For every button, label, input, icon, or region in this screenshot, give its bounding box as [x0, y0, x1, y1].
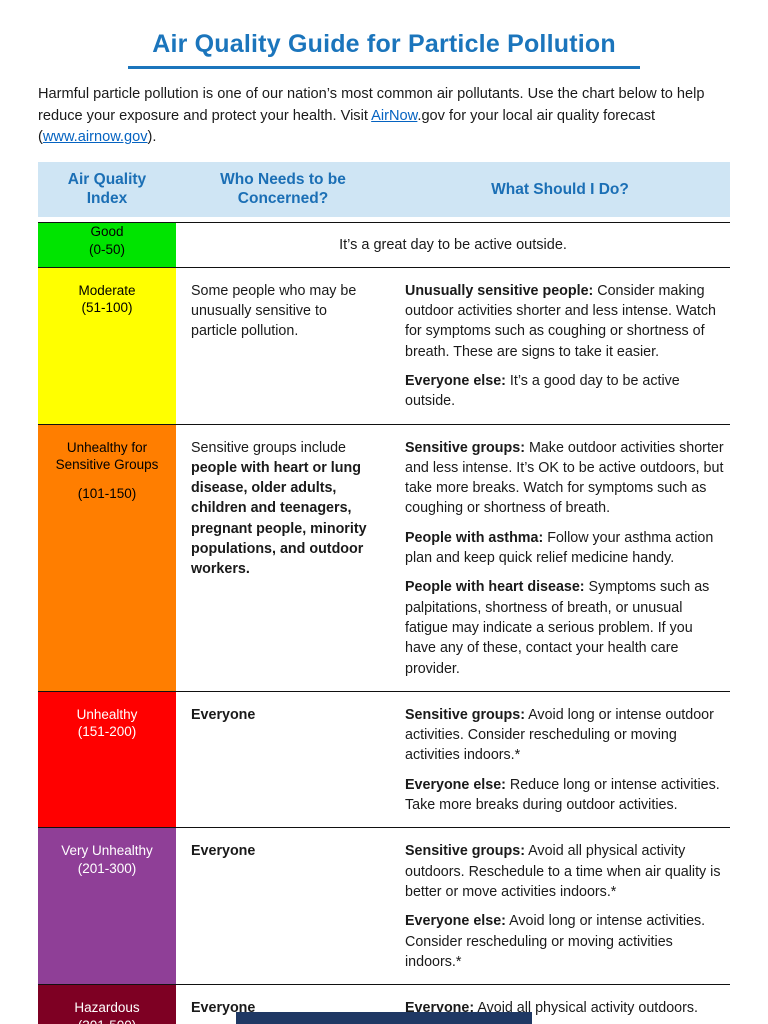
title-container: Air Quality Guide for Particle Pollution [38, 0, 730, 69]
advice-paragraph: Everyone else: Avoid long or intense act… [405, 911, 724, 972]
page-title: Air Quality Guide for Particle Pollution [128, 30, 640, 69]
category-name: Hazardous [74, 1000, 140, 1016]
advice-text: It’s a good day to be active outside. [405, 372, 680, 410]
advice-lead: Sensitive groups: [405, 439, 525, 456]
advice-lead: Everyone else: [405, 776, 506, 793]
category-name: Very Unhealthy [61, 843, 153, 859]
advice-lead: Everyone else: [405, 372, 506, 389]
table-header-row: Air Quality Index Who Needs to be Concer… [38, 161, 730, 217]
aqi-swatch-moderate: Moderate (51-100) [38, 267, 176, 424]
concerned-bold: people with heart or lung disease, older… [191, 459, 367, 578]
category-name: Moderate [78, 282, 136, 298]
advice-paragraph: Sensitive groups: Avoid long or intense … [405, 705, 724, 766]
advice-lead: Unusually sensitive people: [405, 282, 594, 299]
advice-paragraph: Unusually sensitive people: Consider mak… [405, 281, 724, 362]
advice-text: Avoid long or intense outdoor activities… [405, 706, 714, 764]
advice-text: Symptoms such as palpitations, shortness… [405, 579, 710, 677]
category-name: Good [90, 224, 124, 240]
aqi-swatch-hazardous: Hazardous (301-500) [38, 985, 176, 1024]
airnow-url-link[interactable]: www.airnow.gov [42, 129, 148, 146]
advice-paragraph: People with asthma: Follow your asthma a… [405, 528, 724, 569]
airnow-link[interactable]: AirNow [371, 107, 418, 124]
table-row-good: Good (0-50) It’s a great day to be activ… [38, 221, 730, 267]
advice-text: Avoid long or intense activities. Consid… [405, 913, 706, 970]
usg-advice-cell: Sensitive groups: Make outdoor activitie… [390, 425, 730, 691]
moderate-advice-cell: Unusually sensitive people: Consider mak… [390, 268, 730, 424]
page-footer-bar [236, 1012, 532, 1024]
advice-lead: Sensitive groups: [405, 706, 525, 723]
advice-text: Avoid all physical activity outdoors. Re… [405, 843, 721, 900]
table-row-unhealthy-sensitive-groups: Unhealthy for Sensitive Groups (101-150)… [38, 423, 730, 691]
aqi-swatch-unhealthy: Unhealthy (151-200) [38, 691, 176, 828]
advice-lead: People with heart disease: [405, 579, 585, 596]
concerned-lead: Sensitive groups include [191, 439, 346, 456]
aqi-swatch-usg: Unhealthy for Sensitive Groups (101-150) [38, 424, 176, 691]
unhealthy-concerned-cell: Everyone [191, 706, 256, 723]
advice-lead: People with asthma: [405, 529, 544, 546]
category-range: (51-100) [81, 300, 133, 316]
aqi-table: Air Quality Index Who Needs to be Concer… [38, 161, 730, 1024]
intro-text-2: .gov for your local air quality forecast… [38, 107, 656, 146]
advice-text: Consider making outdoor activities short… [405, 282, 716, 360]
moderate-concerned-cell: Some people who may be unusually sensiti… [191, 282, 357, 340]
very-unhealthy-advice-cell: Sensitive groups: Avoid all physical act… [390, 828, 730, 984]
good-message: It’s a great day to be active outside. [339, 236, 567, 253]
intro-text-1: Harmful particle pollution is one of our… [38, 86, 705, 124]
advice-paragraph: Sensitive groups: Avoid all physical act… [405, 841, 724, 902]
aqi-swatch-good: Good (0-50) [38, 222, 176, 267]
unhealthy-advice-cell: Sensitive groups: Avoid long or intense … [390, 692, 730, 827]
category-range: (151-200) [77, 724, 137, 740]
aqi-swatch-very-unhealthy: Very Unhealthy (201-300) [38, 828, 176, 985]
advice-lead: Sensitive groups: [405, 843, 525, 860]
header-who-needs-concerned: Who Needs to be Concerned? [220, 170, 346, 208]
table-body: Good (0-50) It’s a great day to be activ… [38, 221, 730, 1024]
advice-text: Make outdoor activities shorter and less… [405, 439, 724, 517]
table-row-moderate: Moderate (51-100) Some people who may be… [38, 266, 730, 424]
advice-text: Reduce long or intense activities. Take … [405, 776, 720, 814]
very-unhealthy-concerned-cell: Everyone [191, 843, 256, 860]
category-range: (201-300) [77, 860, 137, 876]
category-range: (101-150) [77, 485, 137, 501]
category-name: Unhealthy [76, 706, 138, 722]
category-name: Unhealthy for Sensitive Groups [55, 439, 159, 473]
advice-paragraph: Everyone else: It’s a good day to be act… [405, 371, 724, 412]
advice-paragraph: People with heart disease: Symptoms such… [405, 577, 724, 678]
table-row-very-unhealthy: Very Unhealthy (201-300) Everyone Sensit… [38, 827, 730, 985]
category-range: (0-50) [88, 241, 125, 257]
advice-text: Follow your asthma action plan and keep … [405, 529, 714, 567]
advice-paragraph: Sensitive groups: Make outdoor activitie… [405, 438, 724, 519]
advice-lead: Everyone else: [405, 913, 506, 930]
usg-concerned-cell: Sensitive groups include people with hea… [176, 425, 390, 691]
intro-text-3: ). [147, 129, 157, 146]
category-range: (301-500) [78, 1017, 137, 1024]
header-air-quality-index: Air Quality Index [67, 170, 147, 208]
table-row-unhealthy: Unhealthy (151-200) Everyone Sensitive g… [38, 690, 730, 828]
header-what-should-i-do: What Should I Do? [491, 180, 629, 198]
advice-text: Avoid all physical activity outdoors. [474, 1000, 698, 1017]
intro-paragraph: Harmful particle pollution is one of our… [38, 84, 730, 149]
advice-paragraph: Everyone else: Reduce long or intense ac… [405, 775, 724, 816]
